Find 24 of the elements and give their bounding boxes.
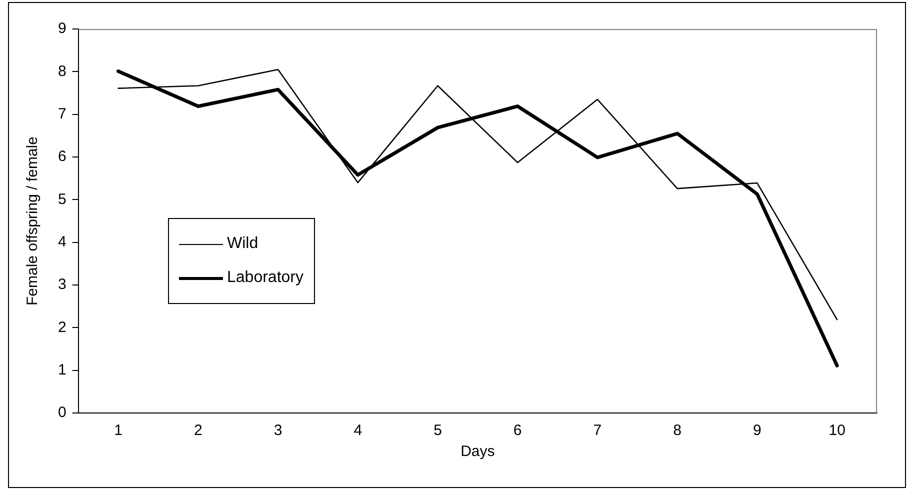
- x-tick-label: 6: [513, 422, 522, 440]
- y-tick-label: 6: [58, 148, 66, 166]
- y-tick-label: 9: [58, 20, 66, 38]
- y-tick-label: 5: [58, 190, 66, 208]
- x-tick-label: 7: [593, 422, 602, 440]
- y-tick-label: 4: [58, 233, 66, 250]
- y-axis-title: Female offspring / female: [24, 136, 42, 306]
- y-tick-label: 0: [58, 404, 66, 422]
- x-tick-label: 5: [434, 422, 442, 440]
- y-tick-label: 7: [58, 105, 66, 122]
- x-tick-label: 9: [753, 422, 762, 440]
- y-tick-label: 8: [58, 62, 66, 80]
- legend-label: Laboratory: [227, 269, 304, 287]
- y-tick-label: 3: [58, 276, 66, 294]
- x-tick-label: 10: [828, 422, 846, 440]
- y-tick-label: 2: [58, 318, 66, 336]
- x-tick-label: 2: [194, 422, 202, 440]
- legend-label: Wild: [227, 235, 258, 253]
- x-tick-label: 4: [354, 422, 362, 440]
- x-tick-label: 8: [673, 422, 682, 440]
- x-axis-title: Days: [460, 443, 495, 460]
- x-tick-label: 1: [114, 422, 122, 440]
- x-tick-label: 3: [274, 422, 282, 440]
- y-tick-label: 1: [58, 361, 66, 378]
